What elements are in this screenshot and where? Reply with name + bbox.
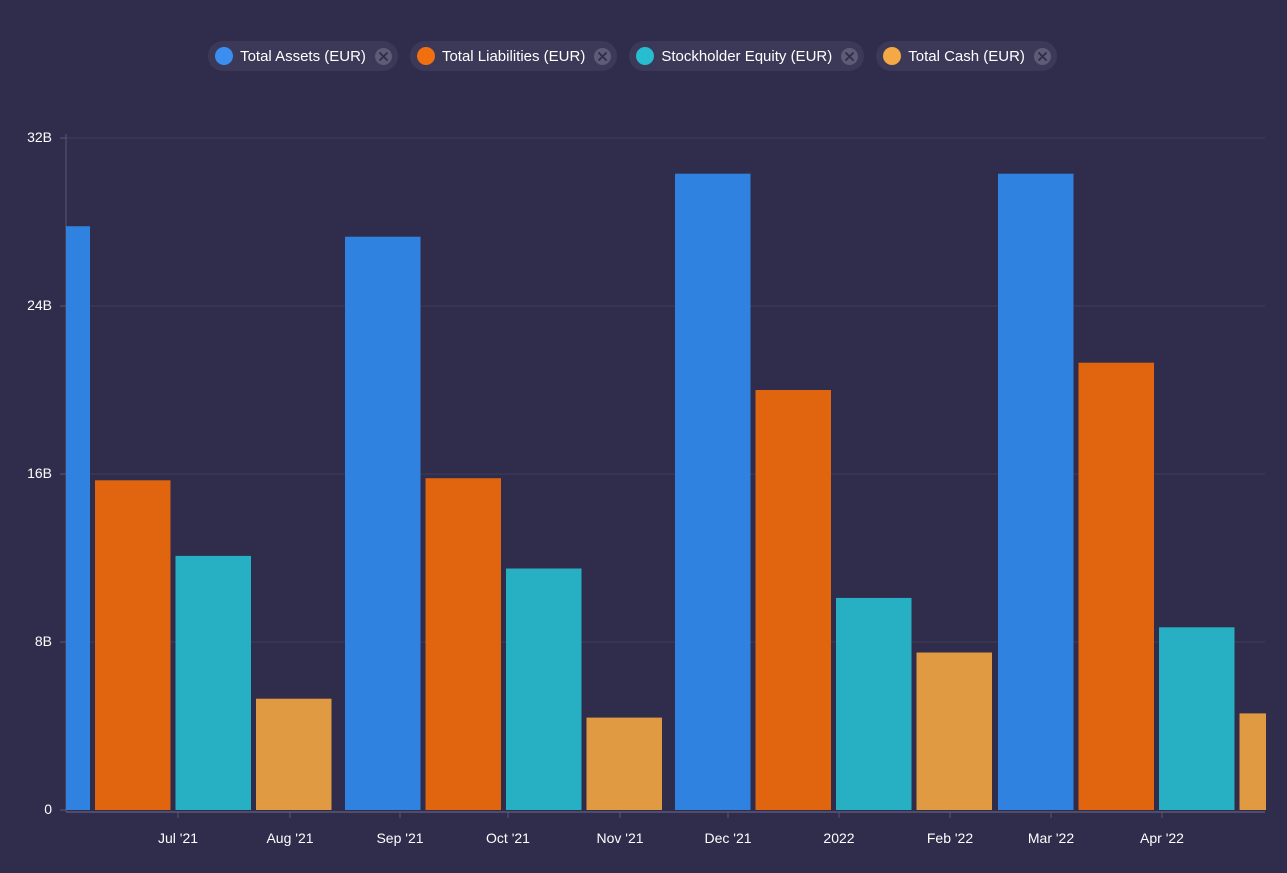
y-tick-label: 8B [35, 633, 52, 649]
bar-total-cash-dec-21[interactable] [916, 652, 993, 811]
bar-total-cash-sep-21[interactable] [586, 717, 663, 810]
bar-total-assets-jun-21[interactable] [66, 226, 90, 810]
bar-stockholder-equity-dec-21[interactable] [836, 597, 912, 810]
bar-total-cash-jun-21[interactable] [256, 698, 332, 810]
bar-total-liabilities-sep-21[interactable] [425, 478, 502, 810]
x-tick-label: Feb '22 [927, 830, 973, 846]
legend-item-stockholder-equity[interactable]: Stockholder Equity (EUR) [629, 41, 865, 71]
bar-stockholder-equity-sep-21[interactable] [506, 568, 582, 811]
x-tick-label: 2022 [823, 830, 854, 846]
legend-label: Total Cash (EUR) [908, 47, 1025, 65]
series-color-dot [636, 47, 655, 65]
y-tick-label: 16B [27, 465, 52, 481]
x-tick-label: Mar '22 [1028, 830, 1074, 846]
series-color-dot [215, 47, 234, 65]
bar-total-assets-dec-21[interactable] [675, 173, 751, 810]
close-circle-icon[interactable] [1033, 47, 1051, 65]
legend-item-total-cash[interactable]: Total Cash (EUR) [876, 41, 1057, 71]
x-tick-label: Sep '21 [376, 830, 423, 846]
legend: Total Assets (EUR) Total Liabilities (EU… [0, 41, 1265, 71]
x-tick-label: Aug '21 [266, 830, 313, 846]
legend-label: Total Liabilities (EUR) [441, 47, 586, 65]
y-tick-label: 24B [27, 297, 52, 313]
x-tick-label: Oct '21 [486, 830, 530, 846]
series-color-dot [416, 47, 435, 65]
bar-total-assets-sep-21[interactable] [345, 236, 421, 810]
x-tick-label: Dec '21 [704, 830, 751, 846]
close-circle-icon[interactable] [374, 47, 392, 65]
legend-item-total-liabilities[interactable]: Total Liabilities (EUR) [409, 41, 618, 71]
bar-total-liabilities-mar-22[interactable] [1078, 362, 1155, 810]
x-tick-label: Apr '22 [1140, 830, 1184, 846]
legend-label: Stockholder Equity (EUR) [661, 47, 833, 65]
bar-total-cash-mar-22[interactable] [1239, 713, 1267, 810]
close-circle-icon[interactable] [841, 47, 859, 65]
bar-stockholder-equity-jun-21[interactable] [175, 555, 252, 810]
bar-total-liabilities-jun-21[interactable] [95, 480, 171, 810]
y-tick-label: 32B [27, 129, 52, 145]
legend-label: Total Assets (EUR) [240, 47, 366, 65]
bar-total-liabilities-dec-21[interactable] [755, 390, 832, 810]
x-tick-label: Nov '21 [596, 830, 643, 846]
bar-total-assets-mar-22[interactable] [998, 173, 1074, 810]
x-tick-label: Jul '21 [158, 830, 198, 846]
close-circle-icon[interactable] [594, 47, 612, 65]
series-color-dot [883, 47, 902, 65]
legend-item-total-assets[interactable]: Total Assets (EUR) [208, 41, 398, 71]
bar-stockholder-equity-mar-22[interactable] [1159, 627, 1235, 810]
y-tick-label: 0 [44, 801, 52, 817]
